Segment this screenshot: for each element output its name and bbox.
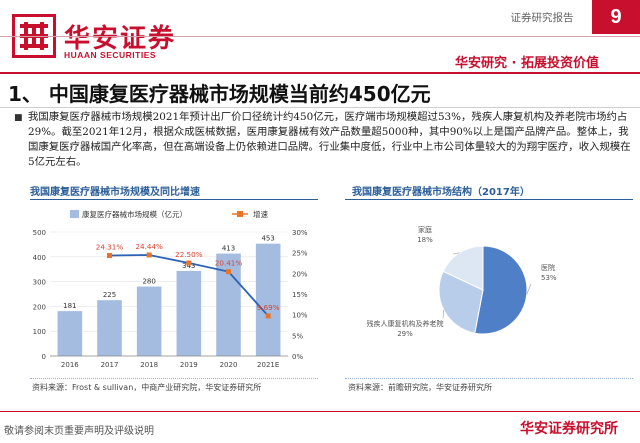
pie-slice <box>474 245 528 335</box>
bar-value-label: 453 <box>261 235 274 243</box>
pie-slice <box>438 270 484 334</box>
pie-chart-title-rule <box>345 199 633 200</box>
legend-line-label: 增速 <box>253 209 268 219</box>
pie-slice-value: 53% <box>541 274 557 282</box>
body-paragraph: 我国康复医疗器械市场规模2021年预计出厂价口径统计约450亿元，医疗端市场规模… <box>28 111 631 168</box>
bar-value-label: 280 <box>142 278 155 286</box>
bullet-square-icon: ■ <box>14 113 23 123</box>
pie-chart-labels: 医院 53% 残疾人康复机构及养老院 29% 家庭 18% <box>367 225 557 338</box>
x-tick-label: 2016 <box>61 361 79 369</box>
header-divider <box>0 36 640 37</box>
y-left-tick-label: 300 <box>33 279 46 287</box>
pie-leader-line <box>526 283 532 295</box>
y-left-tick-label: 100 <box>33 328 46 336</box>
title-underline <box>0 107 640 108</box>
pie-slice-value: 29% <box>397 330 413 338</box>
bar-chart-title-rule <box>30 199 318 200</box>
page-number-badge: 9 <box>592 0 640 34</box>
page-title: 1、 中国康复医疗器械市场规模当前约450亿元 <box>8 82 431 106</box>
x-tick-label: 2018 <box>140 361 158 369</box>
pie-slice-label: 残疾人康复机构及养老院 <box>367 319 444 328</box>
report-type-label: 证券研究报告 <box>510 12 574 24</box>
y-right-tick-label: 10% <box>292 312 308 320</box>
pie-slice-label: 家庭 <box>418 225 432 234</box>
growth-label: 22.50% <box>175 250 203 259</box>
bar-chart: 康复医疗器械市场规模（亿元） 增速 181 225 280 343 413 453 24.… <box>33 209 308 369</box>
footer-rule <box>0 411 640 412</box>
growth-marker <box>107 253 112 259</box>
pie-slice-value: 18% <box>417 236 433 244</box>
pie-leader-line <box>442 309 445 319</box>
bar <box>57 311 83 356</box>
x-tick-label: 2021E <box>257 361 279 369</box>
y-left-tick-label: 0 <box>42 353 46 361</box>
growth-marker <box>265 313 271 319</box>
bar-chart-grid <box>50 231 288 357</box>
pie-leader-line <box>452 252 460 255</box>
y-right-tick-label: 25% <box>292 250 308 258</box>
bar-chart-axes: 0 100 200 300 400 500 0% 5% 10% 15% 20% 25% 30% 2016 2… <box>33 229 308 369</box>
bar-chart-growth-line: 24.31% 24.44% 22.50% 20.41% 9.69% <box>96 242 280 319</box>
y-right-tick-label: 20% <box>292 270 308 278</box>
bar-chart-title: 我国康复医疗器械市场规模及同比增速 <box>30 187 200 198</box>
x-tick-label: 2020 <box>220 361 238 369</box>
pie-slice-label: 医院 <box>541 263 555 272</box>
logo-text-cn: 华安证券 <box>64 24 177 54</box>
bar <box>136 286 162 356</box>
y-right-tick-label: 15% <box>292 291 308 299</box>
y-right-tick-label: 0% <box>292 353 303 361</box>
y-right-tick-label: 30% <box>292 229 308 237</box>
bar-chart-source: 资料来源：Frost & sullivan，中商产业研究院，华安证券研究所 <box>32 383 262 392</box>
bar <box>176 270 202 356</box>
bar-value-label: 181 <box>63 302 76 310</box>
bar-chart-source-rule <box>30 378 318 379</box>
y-left-tick-label: 400 <box>33 254 46 262</box>
growth-label: 24.31% <box>96 243 124 252</box>
y-right-tick-label: 5% <box>292 332 303 340</box>
growth-marker <box>226 269 231 275</box>
x-tick-label: 2017 <box>101 361 119 369</box>
growth-marker <box>146 252 152 258</box>
slogan: 华安研究 · 拓展投资价值 <box>455 56 599 71</box>
pie-chart-slices <box>438 245 528 335</box>
x-tick-label: 2019 <box>180 361 198 369</box>
bar-chart-bars: 181 225 280 343 413 453 <box>57 235 281 356</box>
growth-label: 9.69% <box>257 303 280 312</box>
growth-label: 20.41% <box>215 259 243 268</box>
legend-bar-swatch <box>70 210 79 218</box>
y-left-tick-label: 500 <box>33 229 46 237</box>
growth-label: 24.44% <box>135 242 163 251</box>
legend: 康复医疗器械市场规模（亿元） 增速 <box>70 209 268 219</box>
footer-brand: 华安证券研究所 <box>520 421 618 437</box>
pie-chart-source-rule <box>345 378 633 379</box>
disclaimer-link[interactable]: 敬请参阅末页重要声明及评级说明 <box>4 426 154 437</box>
y-left-tick-label: 200 <box>33 303 46 311</box>
bar-value-label: 413 <box>222 245 235 253</box>
bar-value-label: 343 <box>182 262 195 270</box>
pie-chart-source: 资料来源：前瞻研究院，华安证券研究所 <box>348 383 492 392</box>
bar-value-label: 225 <box>103 291 116 299</box>
header-red-rule <box>0 72 640 74</box>
legend-bar-label: 康复医疗器械市场规模（亿元） <box>82 209 187 219</box>
legend-line-marker <box>237 211 243 217</box>
pie-chart-title: 我国康复医疗器械市场结构（2017年） <box>352 187 530 198</box>
bar <box>255 243 281 356</box>
pie-chart: 医院 53% 残疾人康复机构及养老院 29% 家庭 18% <box>367 225 557 338</box>
bar <box>97 300 122 356</box>
growth-marker <box>186 260 192 266</box>
logo-text-en: HUAAN SECURITIES <box>64 50 157 60</box>
